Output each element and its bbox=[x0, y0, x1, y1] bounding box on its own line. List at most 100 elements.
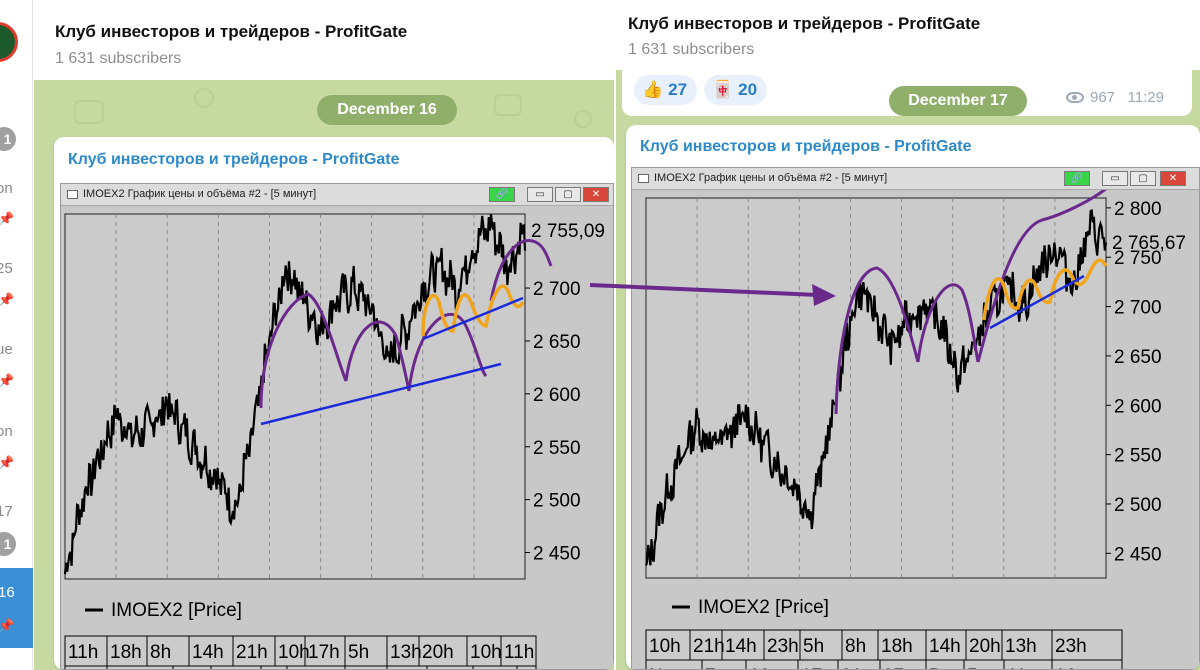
time-label: 21h bbox=[693, 636, 725, 657]
date-label: 16 bbox=[1055, 666, 1076, 670]
purple-arc-annotation bbox=[407, 313, 488, 392]
minimize-icon: ▭ bbox=[1102, 171, 1128, 186]
pin-icon: 📌 bbox=[0, 455, 15, 470]
y-tick-label: 2 500 bbox=[1114, 495, 1162, 516]
price-series bbox=[63, 214, 527, 575]
date-label: 21 bbox=[841, 666, 862, 670]
minimize-icon: ▭ bbox=[527, 187, 553, 202]
chart-image[interactable]: IMOEX2 График цены и объёма #2 - [5 мину… bbox=[60, 183, 614, 670]
y-tick-label: 2 750 bbox=[1114, 248, 1162, 269]
wallpaper-doodle bbox=[574, 110, 592, 128]
date-separator: December 17 bbox=[889, 86, 1027, 116]
chart-window-titlebar: IMOEX2 График цены и объёма #2 - [5 мину… bbox=[632, 168, 1199, 190]
wallpaper-doodle bbox=[74, 100, 104, 124]
date-label: 7 bbox=[705, 666, 716, 670]
purple-arc-annotation bbox=[834, 266, 920, 415]
close-icon: ✕ bbox=[583, 187, 609, 202]
time-label: 17h bbox=[308, 642, 340, 663]
date-label: Nov bbox=[649, 666, 683, 670]
chart-window-title: IMOEX2 График цены и объёма #2 - [5 мину… bbox=[654, 172, 888, 184]
time-label: 14h bbox=[929, 636, 961, 657]
y-tick-label: 2 600 bbox=[533, 385, 581, 406]
chart-image[interactable]: IMOEX2 График цены и объёма #2 - [5 мину… bbox=[631, 167, 1200, 670]
time-axis bbox=[64, 635, 537, 669]
time-label: 8h bbox=[150, 642, 171, 663]
y-tick-label: 2 550 bbox=[1114, 446, 1162, 467]
message-bubble[interactable]: Клуб инвесторов и трейдеров - ProfitGate… bbox=[54, 137, 614, 670]
message-author[interactable]: Клуб инвесторов и трейдеров - ProfitGate bbox=[640, 138, 972, 155]
time-label: 11h bbox=[68, 642, 98, 663]
time-label: 10h bbox=[278, 642, 310, 663]
arrow-head bbox=[812, 284, 836, 306]
time-label: 18h bbox=[110, 642, 142, 663]
pin-icon: 📌 bbox=[0, 211, 15, 226]
y-tick-label: 2 650 bbox=[533, 332, 581, 353]
purple-arc-annotation bbox=[259, 292, 348, 409]
reaction-custom[interactable]: 🀄 20 bbox=[704, 75, 768, 105]
chat-list-sidebar[interactable]: 1 on 📌 25 📌 ue 📌 on 📌 17 1 16 📌 bbox=[0, 0, 33, 670]
eye-icon bbox=[1066, 92, 1084, 103]
purple-arc-annotation bbox=[976, 190, 1107, 363]
close-icon: ✕ bbox=[1160, 171, 1186, 186]
selected-chat-item[interactable]: 16 📌 bbox=[0, 568, 33, 648]
last-price-label: 2 765,67 bbox=[1112, 233, 1186, 254]
view-count: 967 bbox=[1090, 89, 1116, 106]
time-label: 10h bbox=[470, 642, 502, 663]
wallpaper-doodle bbox=[494, 94, 522, 116]
y-tick-label: 2 450 bbox=[533, 544, 581, 565]
legend-label: IMOEX2 [Price] bbox=[698, 597, 829, 618]
chart-window-title: IMOEX2 График цены и объёма #2 - [5 мину… bbox=[83, 188, 317, 200]
channel-title[interactable]: Клуб инвесторов и трейдеров - ProfitGate bbox=[55, 22, 408, 41]
pin-icon: 📌 bbox=[0, 618, 15, 633]
unread-badge: 1 bbox=[0, 532, 16, 556]
left-channel-panel: Клуб инвесторов и трейдеров - ProfitGate… bbox=[34, 0, 614, 670]
window-icon bbox=[67, 190, 78, 199]
y-tick-label: 2 550 bbox=[533, 438, 581, 459]
time-label: 23h bbox=[1055, 636, 1087, 657]
reaction-count: 20 bbox=[738, 80, 758, 99]
message-author[interactable]: Клуб инвесторов и трейдеров - ProfitGate bbox=[68, 151, 400, 168]
blue-trendline bbox=[260, 362, 502, 426]
message-meta: 967 11:29 bbox=[1066, 89, 1164, 106]
time-label: 21h bbox=[236, 642, 268, 663]
y-tick-label: 2 650 bbox=[1114, 347, 1162, 368]
last-price-label: 2 755,09 bbox=[531, 221, 605, 242]
message-bubble[interactable]: Клуб инвесторов и трейдеров - ProfitGate… bbox=[626, 125, 1200, 670]
reaction-count: 27 bbox=[668, 80, 688, 99]
y-tick-label: 2 800 bbox=[1114, 199, 1162, 220]
reaction-thumbs-up[interactable]: 👍 27 bbox=[634, 75, 698, 105]
purple-arc-annotation bbox=[916, 283, 980, 363]
subscriber-count: 1 631 subscribers bbox=[628, 41, 755, 58]
plot-area bbox=[645, 197, 1107, 579]
price-series bbox=[644, 208, 1108, 566]
link-icon: 🔗 bbox=[489, 187, 515, 202]
time-label: 14h bbox=[192, 642, 224, 663]
right-channel-panel: Клуб инвесторов и трейдеров - ProfitGate… bbox=[616, 0, 1200, 670]
time-label: 14h bbox=[725, 636, 757, 657]
chart-window-titlebar: IMOEX2 График цены и объёма #2 - [5 мину… bbox=[61, 184, 613, 206]
thumbs-up-icon: 👍 bbox=[642, 80, 664, 99]
subscriber-count: 1 631 subscribers bbox=[55, 50, 182, 67]
maximize-icon: ▢ bbox=[555, 187, 581, 202]
time-label: 11h bbox=[504, 642, 534, 663]
time-label: 18h bbox=[881, 636, 913, 657]
purple-arc-annotation bbox=[489, 239, 553, 302]
blue-trendline bbox=[422, 296, 524, 341]
time-label: 8h bbox=[845, 636, 866, 657]
time-axis bbox=[645, 629, 1123, 669]
y-tick-label: 2 600 bbox=[1114, 396, 1162, 417]
link-icon: 🔗 bbox=[1064, 171, 1090, 186]
channel-title[interactable]: Клуб инвесторов и трейдеров - ProfitGate bbox=[628, 14, 981, 33]
time-label: 5h bbox=[348, 642, 369, 663]
y-tick-label: 2 700 bbox=[1114, 298, 1162, 319]
date-label: 5 bbox=[967, 666, 978, 670]
purple-arc-annotation bbox=[344, 320, 411, 392]
chat-preview-fragment: ue bbox=[0, 341, 13, 358]
message-time: 11:29 bbox=[1127, 89, 1164, 106]
time-label: 20h bbox=[969, 636, 1001, 657]
date-label: 11 bbox=[1007, 666, 1027, 670]
time-label: 23h bbox=[767, 636, 799, 657]
arrow-shaft bbox=[589, 283, 819, 297]
